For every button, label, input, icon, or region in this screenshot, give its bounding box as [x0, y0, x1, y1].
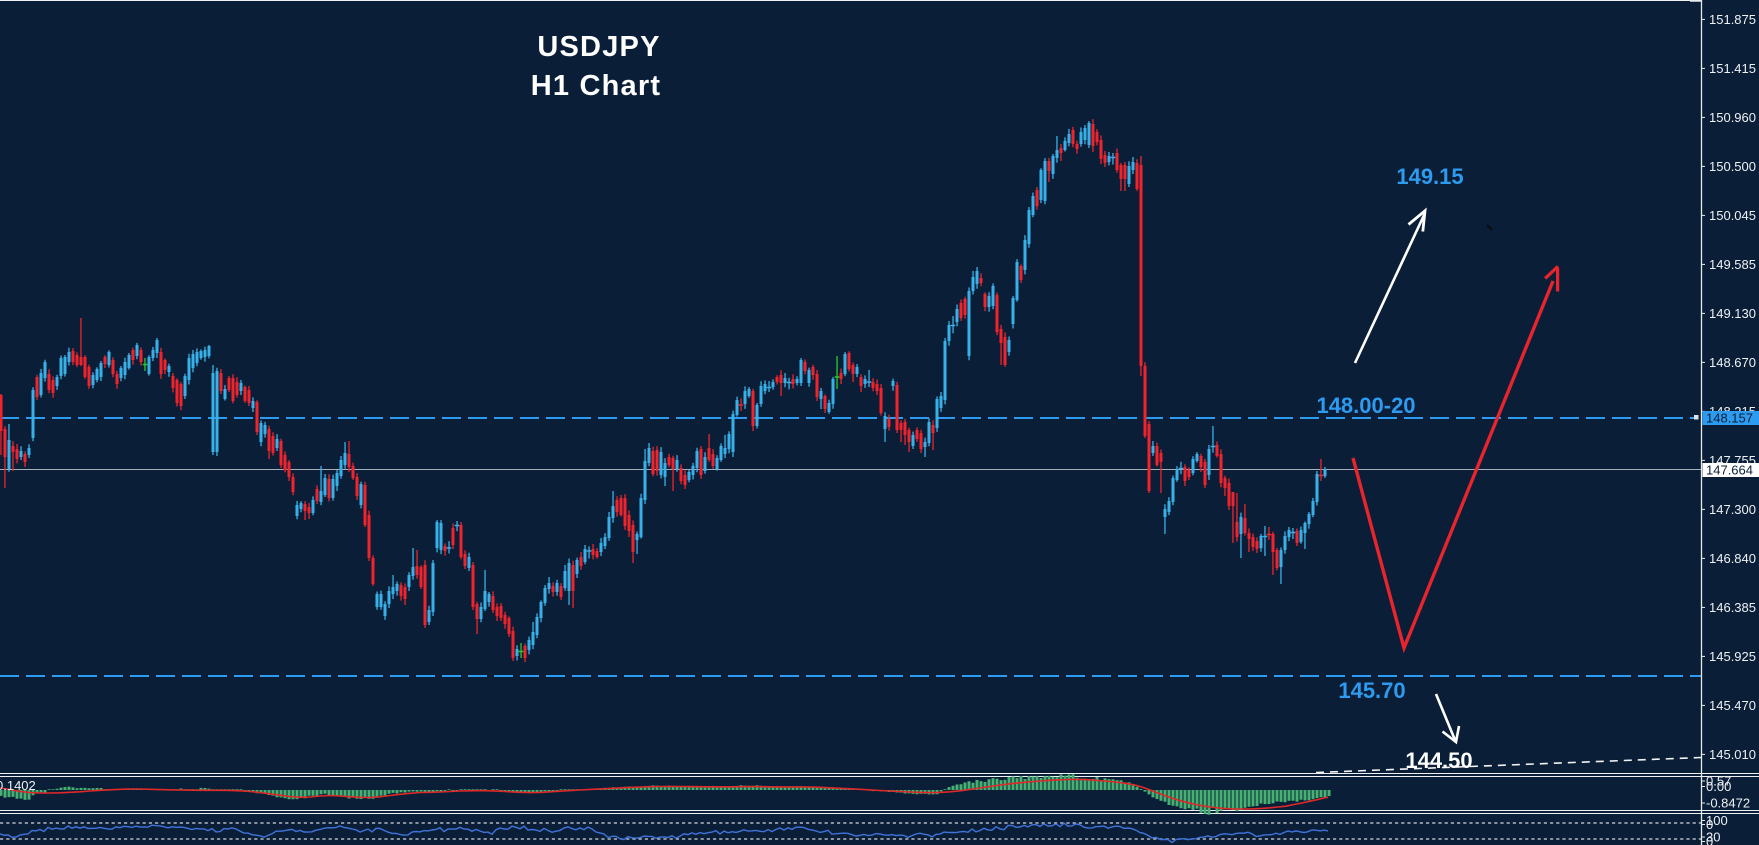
svg-text:151.875: 151.875 [1709, 12, 1756, 27]
svg-text:145.925: 145.925 [1709, 649, 1756, 664]
svg-text:147.300: 147.300 [1709, 502, 1756, 517]
svg-text:-0.8472: -0.8472 [1706, 796, 1750, 811]
svg-text:148.00-20: 148.00-20 [1316, 393, 1415, 418]
svg-text:146.840: 146.840 [1709, 551, 1756, 566]
svg-text:149.585: 149.585 [1709, 257, 1756, 272]
svg-text:150.045: 150.045 [1709, 208, 1756, 223]
svg-text:145.010: 145.010 [1709, 747, 1756, 762]
svg-text:145.470: 145.470 [1709, 698, 1756, 713]
svg-text:0: 0 [1706, 817, 1713, 832]
svg-text:144.50: 144.50 [1405, 748, 1472, 773]
svg-text:147.664: 147.664 [1706, 463, 1753, 478]
svg-text:148.670: 148.670 [1709, 355, 1756, 370]
svg-text:100: 100 [1706, 813, 1728, 828]
svg-text:H1 Chart: H1 Chart [531, 70, 661, 102]
svg-text:145.70: 145.70 [1338, 678, 1405, 703]
svg-text:148.157: 148.157 [1706, 411, 1753, 426]
svg-text:149.15: 149.15 [1396, 164, 1463, 189]
svg-text:146.385: 146.385 [1709, 600, 1756, 615]
svg-text:USDJPY: USDJPY [537, 31, 660, 63]
svg-text:0: 0 [1706, 834, 1713, 845]
svg-text:0.00: 0.00 [1706, 779, 1731, 794]
svg-text:150.960: 150.960 [1709, 110, 1756, 125]
svg-text:0.57: 0.57 [1706, 774, 1731, 789]
svg-text:0.1402: 0.1402 [0, 778, 36, 793]
svg-text:149.130: 149.130 [1709, 306, 1756, 321]
svg-text:151.415: 151.415 [1709, 61, 1756, 76]
svg-text:150.500: 150.500 [1709, 159, 1756, 174]
svg-text:30: 30 [1706, 830, 1720, 845]
